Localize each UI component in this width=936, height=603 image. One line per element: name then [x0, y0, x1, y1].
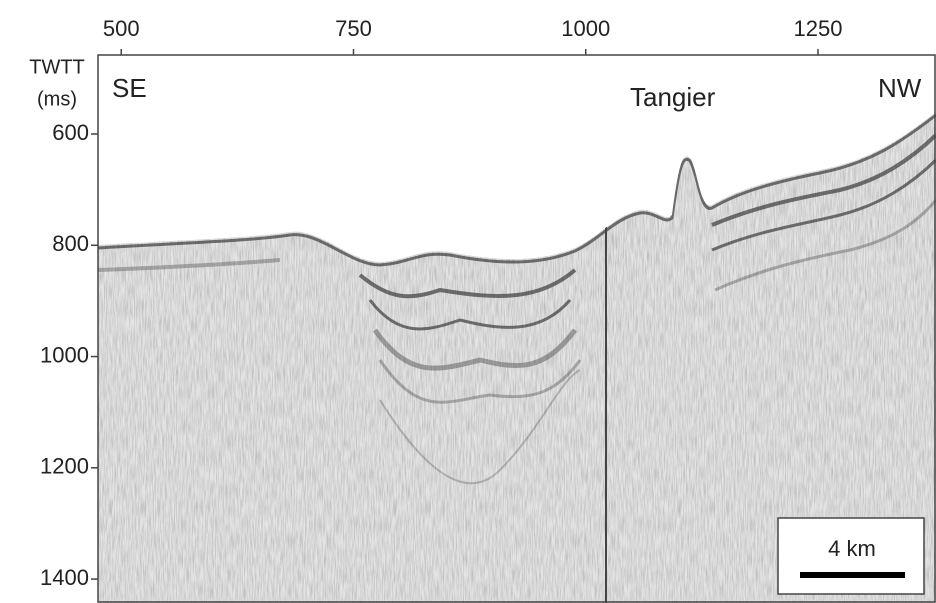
- x-tick-label: 750: [335, 16, 372, 41]
- x-tick-label: 1000: [561, 16, 610, 41]
- y-axis-label: TWTT: [29, 56, 85, 78]
- y-tick-label: 800: [52, 231, 89, 256]
- y-axis-label: (ms): [37, 88, 77, 110]
- scale-bar-box: [777, 517, 925, 595]
- plot-frame: [97, 54, 936, 603]
- x-tick-label: 1250: [794, 16, 843, 41]
- annotation: Tangier: [630, 82, 716, 112]
- annotation: SE: [112, 73, 147, 103]
- scale-bar-label: 4 km: [828, 536, 876, 561]
- annotation: NW: [878, 73, 922, 103]
- y-tick-label: 1400: [40, 565, 89, 590]
- y-tick-label: 1000: [40, 342, 89, 367]
- y-tick-label: 1200: [40, 454, 89, 479]
- y-tick-label: 600: [52, 120, 89, 145]
- x-tick-label: 500: [103, 16, 140, 41]
